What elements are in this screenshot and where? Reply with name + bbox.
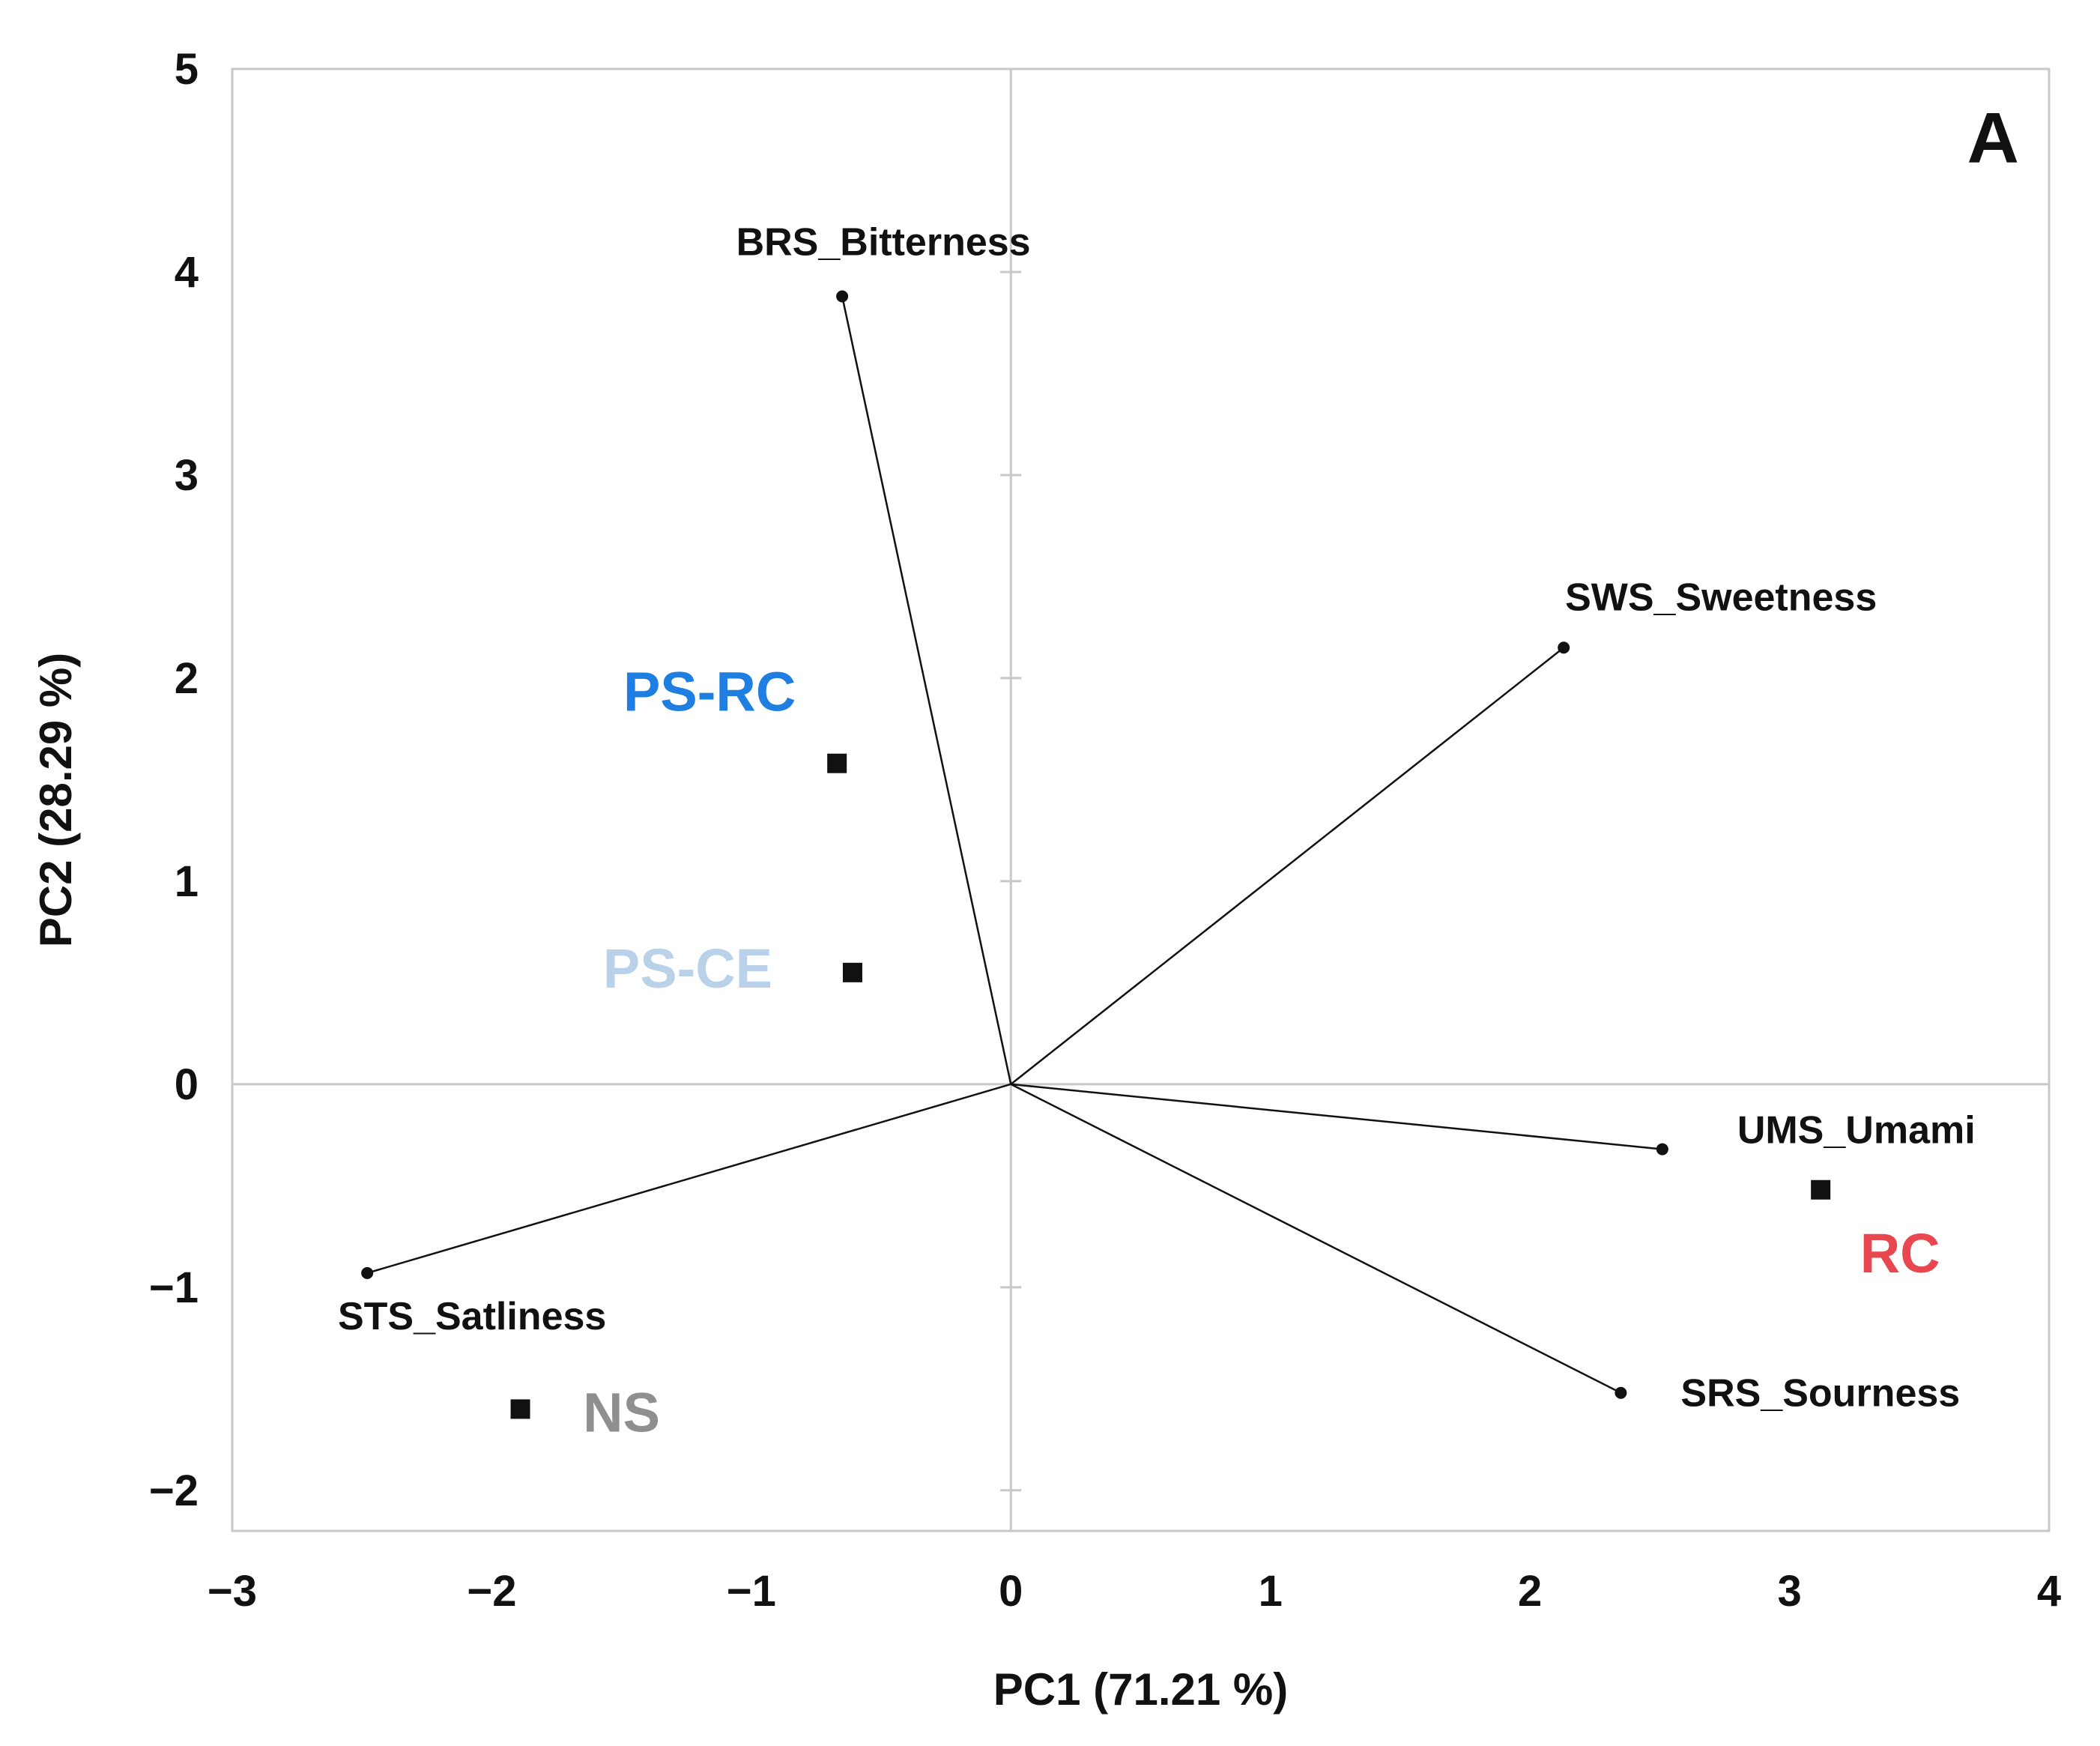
y-axis-ticks: −2 −1 0 1 2 3 4 5 bbox=[149, 45, 199, 1515]
x-axis-ticks: −3 −2 −1 0 1 2 3 4 bbox=[208, 1567, 2061, 1616]
loading-point-sts-satliness bbox=[361, 1266, 374, 1279]
sample-points: PS-RC PS-CE RC NS bbox=[510, 661, 1940, 1443]
plot-area-frame bbox=[231, 67, 2051, 1532]
y-tick-label: 0 bbox=[175, 1060, 199, 1109]
loading-label-sts-satliness: STS_Satliness bbox=[338, 1295, 606, 1338]
loading-label-ums-umami: UMS_Umami bbox=[1737, 1109, 1976, 1153]
loading-vector-sws-sweetness bbox=[1010, 647, 1564, 1085]
x-tick-label: 3 bbox=[1777, 1567, 1801, 1616]
sample-marker-ns bbox=[510, 1399, 530, 1419]
sample-marker-ps-rc bbox=[827, 753, 847, 773]
panel-label: A bbox=[1967, 98, 2019, 178]
sample-marker-rc bbox=[1811, 1179, 1831, 1200]
loading-point-brs-bitterness bbox=[836, 290, 849, 303]
y-tick-label: 3 bbox=[175, 451, 199, 500]
zero-axes bbox=[232, 67, 2049, 1531]
y-tick-label: −1 bbox=[149, 1263, 199, 1312]
sample-label-rc: RC bbox=[1860, 1222, 1940, 1284]
loading-vector-srs-sourness bbox=[1010, 1083, 1621, 1394]
y-tick-label: 1 bbox=[175, 857, 199, 906]
loading-vector-brs-bitterness bbox=[841, 296, 1012, 1085]
loading-vectors: BRS_Bitterness SWS_Sweetness UMS_Umami SRS_… bbox=[338, 220, 1976, 1415]
x-tick-label: 4 bbox=[2037, 1567, 2061, 1616]
x-tick-label: −2 bbox=[467, 1567, 516, 1616]
y-tick-label: 4 bbox=[175, 248, 199, 297]
loading-label-sws-sweetness: SWS_Sweetness bbox=[1565, 576, 1877, 619]
x-tick-label: 0 bbox=[999, 1567, 1023, 1616]
loading-point-sws-sweetness bbox=[1558, 641, 1570, 654]
loading-vector-sts-satliness bbox=[366, 1083, 1011, 1275]
x-axis-title: PC1 (71.21 %) bbox=[993, 1664, 1289, 1715]
sample-label-ps-rc: PS-RC bbox=[623, 661, 796, 723]
y-axis-title: PC2 (28.29 %) bbox=[31, 653, 81, 948]
y-tick-label: 5 bbox=[175, 45, 199, 94]
x-tick-label: −3 bbox=[208, 1567, 257, 1616]
sample-label-ps-ce: PS-CE bbox=[603, 937, 772, 1000]
y-tick-label: −2 bbox=[149, 1466, 199, 1515]
loading-point-ums-umami bbox=[1656, 1143, 1668, 1156]
sample-label-ns: NS bbox=[583, 1381, 660, 1443]
sample-marker-ps-ce bbox=[842, 962, 862, 982]
x-tick-label: 1 bbox=[1259, 1567, 1283, 1616]
x-tick-label: −1 bbox=[727, 1567, 776, 1616]
y-tick-label: 2 bbox=[175, 654, 199, 703]
loading-label-srs-sourness: SRS_Sourness bbox=[1680, 1372, 1960, 1416]
x-tick-label: 2 bbox=[1518, 1567, 1542, 1616]
loading-point-srs-sourness bbox=[1615, 1386, 1627, 1399]
loading-label-brs-bitterness: BRS_Bitterness bbox=[736, 220, 1031, 264]
loading-vector-ums-umami bbox=[1011, 1083, 1662, 1150]
